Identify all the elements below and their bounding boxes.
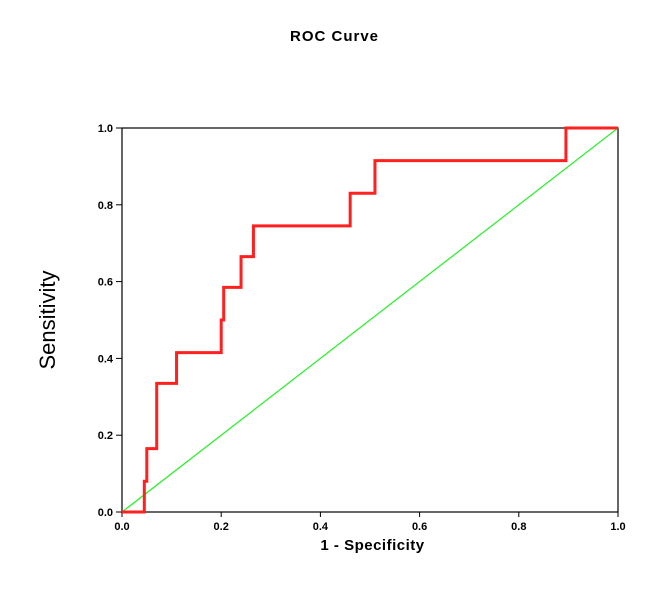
x-tick-label: 0.8 — [511, 521, 526, 533]
y-tick-label: 0.2 — [98, 430, 113, 442]
x-tick-label: 0.6 — [412, 521, 427, 533]
x-tick-label: 0.0 — [114, 521, 129, 533]
chart-title: ROC Curve — [289, 28, 380, 45]
roc-curve-line — [122, 126, 618, 514]
axis-ticks: 0.0 0.2 0.4 0.6 0.8 1.0 0.0 0.2 0.4 0.6 0.8 1.0 — [98, 123, 626, 533]
y-tick-label: 0.8 — [98, 200, 113, 212]
x-tick-label: 0.4 — [313, 521, 329, 533]
x-axis-title: 1 - Specificity — [320, 537, 425, 554]
y-tick-label: 1.0 — [98, 123, 113, 135]
x-tick-label: 0.2 — [214, 521, 229, 533]
x-tick-label: 1.0 — [610, 521, 625, 533]
y-tick-label: 0.0 — [98, 507, 113, 519]
series-layer — [121, 126, 619, 514]
reference-diagonal-line — [121, 127, 619, 513]
plot-frame — [121, 127, 619, 513]
y-tick-label: 0.4 — [98, 353, 114, 365]
y-tick-label: 0.6 — [98, 277, 113, 289]
